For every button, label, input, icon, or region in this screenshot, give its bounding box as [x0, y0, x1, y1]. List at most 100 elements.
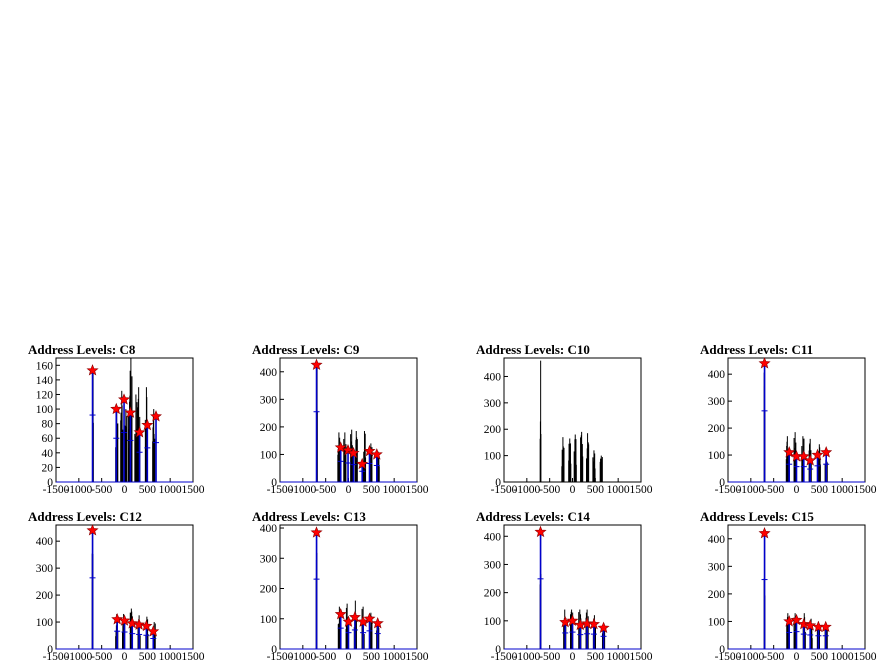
x-tick-label: 1500 — [182, 651, 205, 663]
y-tick-label: 400 — [260, 523, 278, 535]
peak-marker — [118, 393, 131, 405]
y-tick-label: 60 — [42, 433, 54, 445]
x-tick-label: -500 — [763, 484, 784, 496]
x-tick-label: -1000 — [737, 484, 764, 496]
y-tick-label: 200 — [36, 590, 54, 602]
chart-title: Address Levels: C13 — [252, 509, 366, 524]
x-tick-label: -1500 — [491, 651, 518, 663]
peak-marker — [150, 410, 162, 422]
peak-marker — [133, 618, 146, 630]
x-tick-label: 500 — [811, 484, 829, 496]
x-tick-label: -1500 — [715, 651, 742, 663]
x-tick-label: 1500 — [630, 484, 653, 496]
x-tick-label: 500 — [587, 651, 605, 663]
peak-marker — [566, 614, 579, 626]
peak-marker — [797, 450, 810, 462]
x-tick-label: -1000 — [65, 484, 92, 496]
x-tick-label: 1000 — [383, 651, 406, 663]
x-tick-label: -500 — [763, 651, 784, 663]
y-tick-label: 0 — [719, 477, 725, 489]
x-tick-label: 1500 — [854, 651, 877, 663]
peak-marker — [356, 457, 369, 470]
x-tick-label: 0 — [570, 484, 576, 496]
peak-marker — [811, 448, 824, 461]
peak-marker — [804, 454, 817, 466]
x-tick-label: -1500 — [43, 651, 70, 663]
x-tick-label: 1000 — [159, 651, 182, 663]
y-tick-label: 20 — [42, 462, 54, 474]
peak-marker — [363, 612, 376, 624]
y-tick-label: 300 — [260, 394, 278, 406]
x-tick-label: -1000 — [513, 484, 540, 496]
x-tick-label: -1500 — [267, 484, 294, 496]
x-tick-label: 1000 — [383, 484, 406, 496]
x-tick-label: 0 — [794, 484, 800, 496]
peak-marker — [347, 446, 360, 459]
x-tick-label: 1000 — [607, 651, 630, 663]
x-tick-label: -500 — [315, 484, 336, 496]
chart-title: Address Levels: C12 — [28, 509, 142, 524]
chart-title: Address Levels: C15 — [700, 509, 814, 524]
peak-marker — [342, 443, 355, 456]
x-tick-label: 0 — [122, 484, 128, 496]
x-tick-label: 1500 — [854, 484, 877, 496]
x-tick-label: 1500 — [630, 651, 653, 663]
y-tick-label: 200 — [708, 589, 726, 601]
peak-marker — [141, 418, 154, 431]
y-tick-label: 200 — [260, 584, 278, 596]
peak-marker — [86, 364, 99, 376]
peak-marker — [348, 610, 361, 623]
x-tick-label: 1500 — [406, 484, 429, 496]
peak-marker — [790, 613, 803, 626]
y-tick-label: 160 — [36, 360, 54, 372]
x-tick-label: 500 — [139, 651, 157, 663]
y-tick-label: 40 — [42, 448, 54, 460]
peak-marker — [797, 617, 810, 630]
x-tick-label: 500 — [811, 651, 829, 663]
y-tick-label: 120 — [36, 389, 54, 401]
y-tick-label: 300 — [260, 553, 278, 565]
peak-marker — [534, 525, 547, 538]
peak-marker — [783, 445, 796, 458]
chart-title: Address Levels: C10 — [476, 342, 590, 357]
x-tick-label: -500 — [539, 651, 560, 663]
peak-marker — [310, 526, 323, 538]
peak-marker — [819, 620, 832, 633]
peak-marker — [371, 616, 384, 629]
y-tick-label: 100 — [36, 404, 54, 416]
y-tick-label: 0 — [47, 477, 53, 489]
x-tick-label: -1500 — [267, 651, 294, 663]
x-tick-label: 0 — [570, 651, 576, 663]
peak-marker — [597, 621, 610, 633]
x-tick-label: 0 — [346, 651, 352, 663]
x-tick-label: 1500 — [406, 651, 429, 663]
y-tick-label: 400 — [484, 371, 502, 383]
x-tick-label: 500 — [363, 651, 381, 663]
x-tick-label: 1000 — [607, 484, 630, 496]
chart-title: Address Levels: C14 — [476, 509, 590, 524]
y-tick-label: 100 — [484, 616, 502, 628]
peak-marker — [118, 614, 131, 626]
chart-title: Address Levels: C11 — [700, 342, 814, 357]
x-tick-label: 1500 — [182, 484, 205, 496]
y-tick-label: 400 — [708, 534, 726, 546]
x-tick-label: -1500 — [43, 484, 70, 496]
y-tick-label: 300 — [36, 563, 54, 575]
y-tick-label: 100 — [484, 451, 502, 463]
peak-marker — [370, 448, 383, 460]
y-tick-label: 0 — [271, 644, 277, 656]
x-tick-label: -1000 — [65, 651, 92, 663]
y-tick-label: 0 — [47, 644, 53, 656]
y-tick-label: 400 — [260, 367, 278, 379]
x-tick-label: 500 — [587, 484, 605, 496]
x-tick-label: -500 — [315, 651, 336, 663]
y-tick-label: 400 — [708, 369, 726, 381]
peak-marker — [111, 612, 124, 625]
